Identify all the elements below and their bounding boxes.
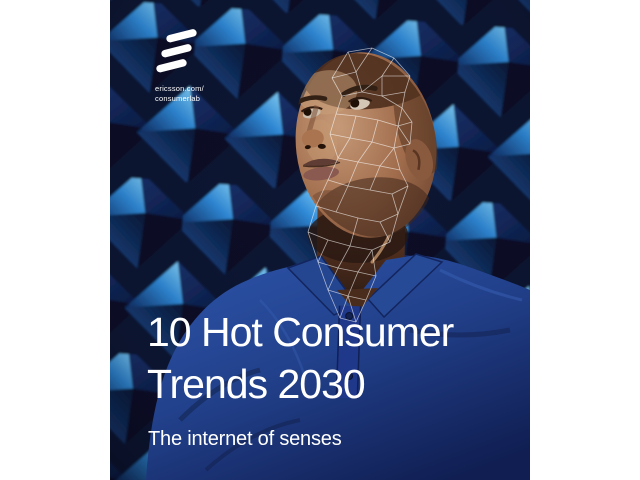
report-title-line1: 10 Hot Consumer <box>147 309 454 355</box>
report-cover: ericsson.com/ consumerlab 10 Hot Consume… <box>110 0 530 480</box>
website-url-line2: consumerlab <box>155 94 201 103</box>
website-url: ericsson.com/ consumerlab <box>155 84 204 104</box>
report-title: 10 Hot Consumer Trends 2030 <box>147 306 454 410</box>
polo-shirt <box>146 253 530 480</box>
face-mesh-overlay <box>307 47 413 323</box>
report-subtitle: The internet of senses <box>148 428 342 450</box>
website-url-line1: ericsson.com/ <box>155 84 204 93</box>
report-title-line2: Trends 2030 <box>147 361 366 407</box>
cover-photo <box>110 0 530 480</box>
ericsson-logo <box>156 29 197 73</box>
